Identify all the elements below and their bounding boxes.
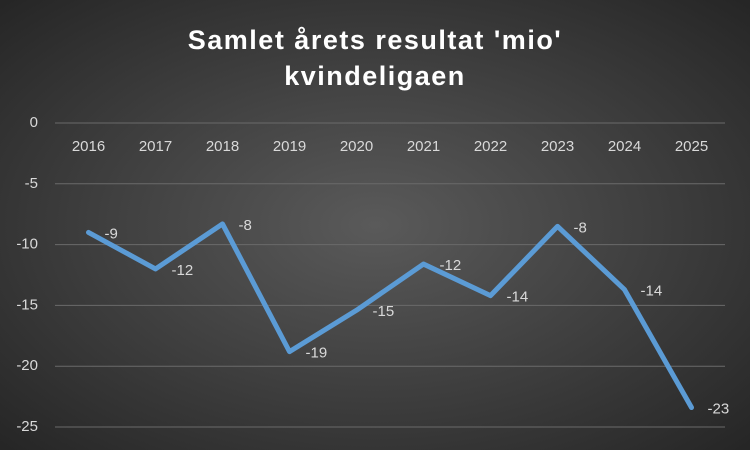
x-tick-label: 2018 bbox=[206, 138, 239, 155]
x-tick-label: 2021 bbox=[407, 138, 440, 155]
x-tick-label: 2016 bbox=[72, 138, 105, 155]
data-label: -8 bbox=[239, 217, 252, 234]
data-label: -15 bbox=[373, 303, 395, 320]
data-label: -14 bbox=[507, 289, 529, 306]
chart-title: kvindeligaen bbox=[284, 61, 466, 91]
line bbox=[86, 221, 694, 411]
data-label: -19 bbox=[306, 345, 328, 362]
x-tick-label: 2023 bbox=[541, 138, 574, 155]
x-tick-label: 2022 bbox=[474, 138, 507, 155]
data-label: -9 bbox=[105, 225, 118, 242]
data-label: -23 bbox=[708, 401, 730, 418]
data-label: -12 bbox=[172, 262, 194, 279]
data-label: -14 bbox=[641, 283, 663, 300]
x-tick-label: 2019 bbox=[273, 138, 306, 155]
x-tick-label: 2020 bbox=[340, 138, 373, 155]
chart-title: Samlet årets resultat 'mio' bbox=[188, 25, 562, 55]
y-tick-label: -10 bbox=[16, 236, 38, 253]
y-tick-label: -5 bbox=[25, 175, 38, 192]
x-tick-label: 2025 bbox=[675, 138, 708, 155]
data-label: -8 bbox=[574, 219, 587, 236]
y-tick-label: 0 bbox=[30, 114, 38, 131]
data-label: -12 bbox=[440, 257, 462, 274]
y-tick-label: -15 bbox=[16, 296, 38, 313]
x-tick-label: 2024 bbox=[608, 138, 641, 155]
y-tick-label: -25 bbox=[16, 418, 38, 435]
x-tick-label: 2017 bbox=[139, 138, 172, 155]
y-tick-label: -20 bbox=[16, 357, 38, 374]
